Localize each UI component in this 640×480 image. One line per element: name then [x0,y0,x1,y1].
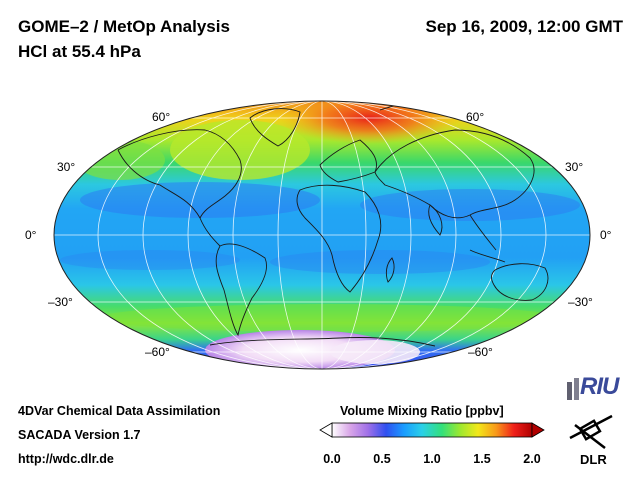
datetime: Sep 16, 2009, 12:00 GMT [425,17,624,36]
globe-outline [53,100,591,370]
map-subtitle: HCl at 55.4 hPa [18,42,141,61]
dlr-logo: DLR [580,452,607,467]
lat-label-eq-right: 0° [600,228,612,242]
colorbar-max-arrow [531,422,545,438]
colorbar-min-arrow [319,422,333,438]
riu-logo-graphic [567,378,579,400]
coastlines [117,101,549,347]
footer-url: http://wdc.dlr.de [18,452,114,466]
footer-line-1: 4DVar Chemical Data Assimilation [18,404,221,418]
lat-label-60s-right: –60° [468,345,493,359]
lat-label-30s-right: –30° [568,295,593,309]
lat-label-60s-left: –60° [145,345,170,359]
dlr-logo-graphic [569,414,613,449]
lat-label-30n-right: 30° [565,160,584,174]
lat-label-60n-right: 60° [466,110,485,124]
vmr-field [54,101,590,369]
lat-label-eq-left: 0° [25,228,37,242]
lat-label-60n-left: 60° [152,110,171,124]
colorbar-tick: 0.0 [323,452,341,466]
colorbar-title: Volume Mixing Ratio [ppbv] [340,404,504,418]
lat-label-30n-left: 30° [57,160,76,174]
riu-logo: RIU [580,373,619,400]
lat-label-30s-left: –30° [48,295,73,309]
colorbar-tick: 2.0 [523,452,541,466]
map-title: GOME–2 / MetOp Analysis [18,17,230,36]
colorbar-tick: 1.0 [423,452,441,466]
footer-line-2: SACADA Version 1.7 [18,428,141,442]
colorbar-tick: 1.5 [473,452,491,466]
colorbar [319,422,545,438]
colorbar-tick: 0.5 [373,452,391,466]
